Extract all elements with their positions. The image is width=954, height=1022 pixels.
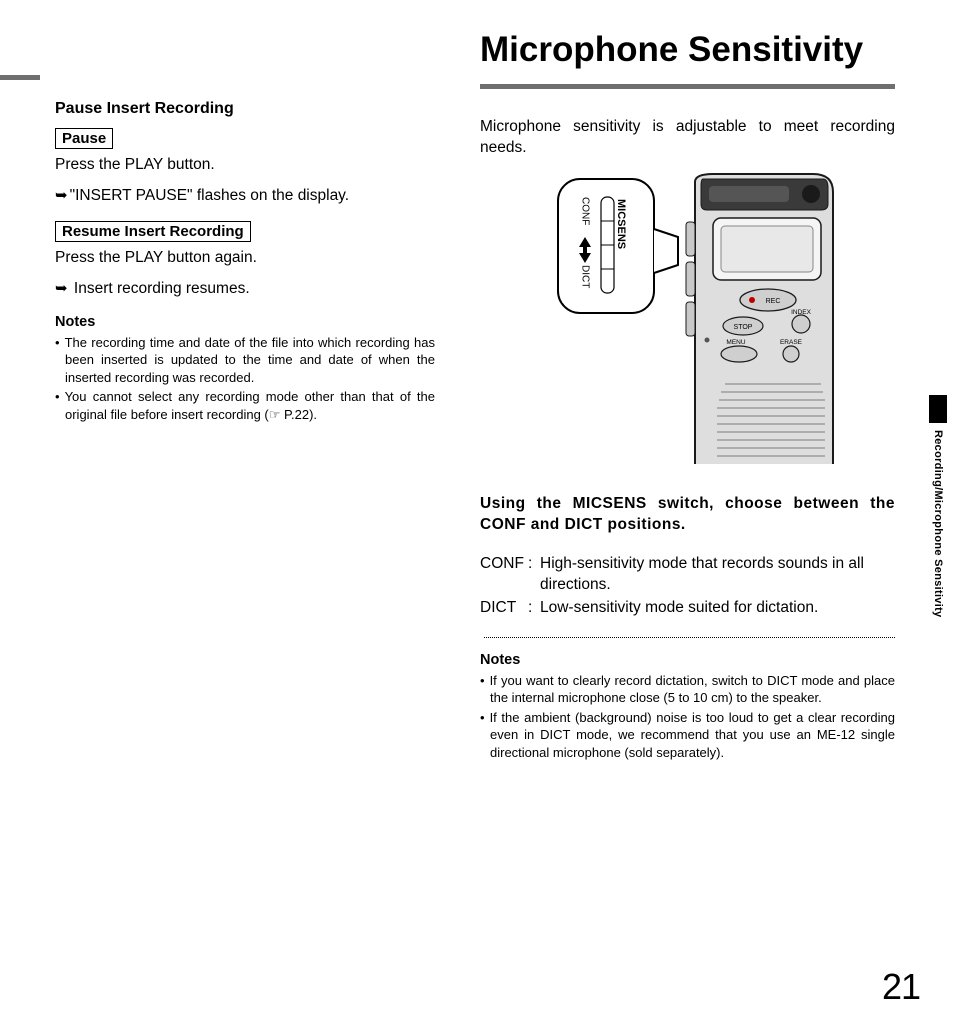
left-notes-list: The recording time and date of the file … bbox=[55, 334, 435, 424]
right-column: Microphone Sensitivity Microphone sensit… bbox=[480, 30, 895, 970]
side-tab-marker bbox=[929, 395, 947, 423]
conf-label: CONF bbox=[579, 197, 590, 225]
dict-definition: DICT : Low-sensitivity mode suited for d… bbox=[480, 598, 895, 619]
def-label: CONF bbox=[480, 554, 528, 596]
double-arrow-icon bbox=[579, 237, 591, 263]
stop-button-label: STOP bbox=[733, 324, 752, 331]
dict-label: DICT bbox=[579, 265, 590, 288]
device-illustration: MICSENS CONF DICT bbox=[480, 169, 895, 464]
page-number: 21 bbox=[882, 966, 920, 1008]
arrow-icon: ➥ bbox=[55, 187, 70, 204]
left-notes-heading: Notes bbox=[55, 314, 435, 330]
device-svg: MICSENS CONF DICT bbox=[518, 169, 858, 464]
resume-result: ➥ Insert recording resumes. bbox=[73, 279, 435, 300]
page-columns: Pause Insert Recording Pause Press the P… bbox=[55, 30, 929, 970]
erase-button-label: ERASE bbox=[779, 339, 802, 346]
left-header-rule bbox=[0, 75, 40, 80]
right-header-rule bbox=[480, 84, 895, 89]
def-desc: High-sensitivity mode that records sound… bbox=[540, 554, 895, 596]
side-tab-label: Recording/Microphone Sensitivity bbox=[932, 430, 944, 617]
note-item: If you want to clearly record dictation,… bbox=[480, 672, 895, 707]
right-notes-list: If you want to clearly record dictation,… bbox=[480, 672, 895, 762]
resume-box-label: Resume Insert Recording bbox=[55, 221, 251, 242]
section-title: Microphone Sensitivity bbox=[480, 30, 895, 70]
resume-instruction: Press the PLAY button again. bbox=[55, 248, 435, 269]
def-desc: Low-sensitivity mode suited for dictatio… bbox=[540, 598, 895, 619]
arrow-icon: ➥ bbox=[55, 280, 70, 297]
menu-button-label: MENU bbox=[726, 339, 745, 346]
intro-text: Microphone sensitivity is adjustable to … bbox=[480, 117, 895, 159]
recorder-body: REC STOP INDEX MENU ERASE bbox=[686, 174, 833, 464]
note-item: If the ambient (background) noise is too… bbox=[480, 709, 895, 762]
left-column: Pause Insert Recording Pause Press the P… bbox=[55, 30, 435, 970]
pause-box-label: Pause bbox=[55, 128, 113, 149]
rec-button-label: REC bbox=[765, 298, 780, 305]
index-button-label: INDEX bbox=[791, 309, 812, 316]
pause-instruction: Press the PLAY button. bbox=[55, 155, 435, 176]
note-item: You cannot select any recording mode oth… bbox=[55, 388, 435, 423]
right-notes-heading: Notes bbox=[480, 652, 895, 668]
switch-instruction: Using the MICSENS switch, choose between… bbox=[480, 494, 895, 536]
micsens-label: MICSENS bbox=[615, 199, 627, 249]
def-label: DICT bbox=[480, 598, 528, 619]
left-heading: Pause Insert Recording bbox=[55, 100, 435, 118]
pause-result: ➥"INSERT PAUSE" flashes on the display. bbox=[73, 186, 435, 207]
note-item: The recording time and date of the file … bbox=[55, 334, 435, 387]
dotted-separator bbox=[484, 637, 895, 638]
conf-definition: CONF : High-sensitivity mode that record… bbox=[480, 554, 895, 596]
